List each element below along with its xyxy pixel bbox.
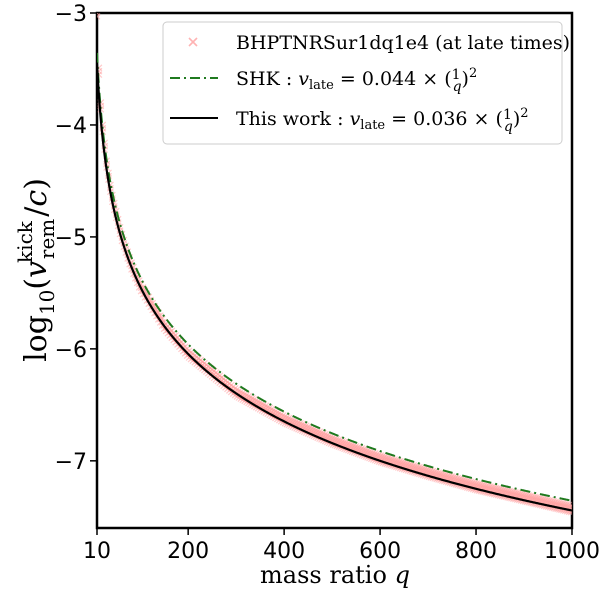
bhpt-scatter-point	[316, 428, 324, 436]
bhpt-scatter-point	[354, 443, 362, 451]
bhpt-scatter-point	[321, 430, 329, 438]
bhpt-scatter-point	[362, 446, 370, 454]
legend-item-this-work: This work : vlate = 0.036 × (1 q)2	[170, 106, 529, 135]
bhpt-scatter-point	[364, 447, 372, 454]
bhpt-scatter-point	[358, 444, 366, 452]
bhpt-scatter-point	[341, 438, 349, 446]
bhpt-scatter-point	[369, 449, 377, 457]
x-axis-title: mass ratio q	[260, 561, 410, 589]
y-tick-label: −3	[55, 2, 87, 27]
bhpt-scatter-point	[298, 420, 306, 428]
bhpt-scatter-point	[304, 423, 312, 431]
bhpt-scatter-point	[368, 448, 375, 456]
legend-label-bhpt: BHPTNRSur1dq1e4 (at late times)	[236, 32, 570, 54]
y-tick-label: −4	[55, 114, 87, 139]
y-axis-title: log10(vkickrem/c)	[13, 178, 59, 362]
bhpt-scatter-point	[329, 434, 337, 442]
legend-item-shk: SHK : vlate = 0.044 × (1 q)2	[170, 66, 477, 95]
y-tick-label: −7	[55, 450, 87, 475]
bhpt-scatter-point	[371, 450, 379, 457]
bhpt-scatter-point	[279, 412, 287, 419]
y-ticks: −7 −6 −5 −4 −3	[55, 2, 97, 475]
this-work-series-line	[97, 62, 572, 512]
y-tick-label: −5	[55, 226, 87, 251]
bhpt-scatter-point	[97, 64, 103, 72]
bhpt-scatter-point	[285, 414, 293, 422]
bhpt-scatter-point	[281, 413, 289, 420]
bhpt-scatter-point	[327, 433, 335, 441]
bhpt-scatter-point	[302, 422, 310, 430]
legend: BHPTNRSur1dq1e4 (at late times) SHK : vl…	[162, 21, 570, 145]
legend-box	[162, 21, 563, 145]
bhpt-scatter-point	[339, 437, 347, 445]
bhpt-scatter-point	[335, 436, 343, 444]
x-tick-label: 800	[455, 539, 497, 564]
x-tick-label: 1000	[544, 539, 600, 564]
bhpt-scatter-point	[97, 13, 101, 17]
bhpt-scatter-point	[320, 430, 327, 437]
x-tick-label: 400	[263, 539, 305, 564]
bhpt-scatter-point	[567, 501, 572, 509]
bhpt-scatter-point	[565, 501, 572, 509]
bhpt-scatter-point	[366, 447, 373, 455]
shk-series-line	[97, 52, 572, 502]
bhpt-scatter-point	[333, 435, 341, 443]
plot-frame	[95, 11, 574, 530]
legend-label-shk: SHK : vlate = 0.044 × (1 q)2	[236, 66, 477, 95]
legend-item-bhpt: BHPTNRSur1dq1e4 (at late times)	[188, 32, 570, 54]
y-tick-label: −6	[55, 338, 87, 363]
bhpt-scatter-point	[373, 450, 381, 458]
x-tick-label: 10	[83, 539, 111, 564]
bhpt-scatter-point	[283, 413, 291, 421]
bhpt-scatter-point	[314, 427, 322, 435]
x-tick-label: 200	[167, 539, 209, 564]
bhpt-scatter-point	[352, 442, 360, 450]
marks-layer	[97, 13, 572, 516]
bhpt-scatter-point	[331, 434, 339, 442]
x-tick-label: 600	[359, 539, 401, 564]
bhpt-scatter-point	[360, 445, 368, 453]
bhpt-scatter-point	[99, 13, 100, 14]
x-ticks: 10 200 400 600 800 1000	[83, 528, 600, 564]
legend-label-this-work: This work : vlate = 0.036 × (1 q)2	[236, 106, 529, 135]
legend-marker-x-icon	[188, 37, 198, 47]
bhpt-scatter-point	[297, 419, 304, 427]
